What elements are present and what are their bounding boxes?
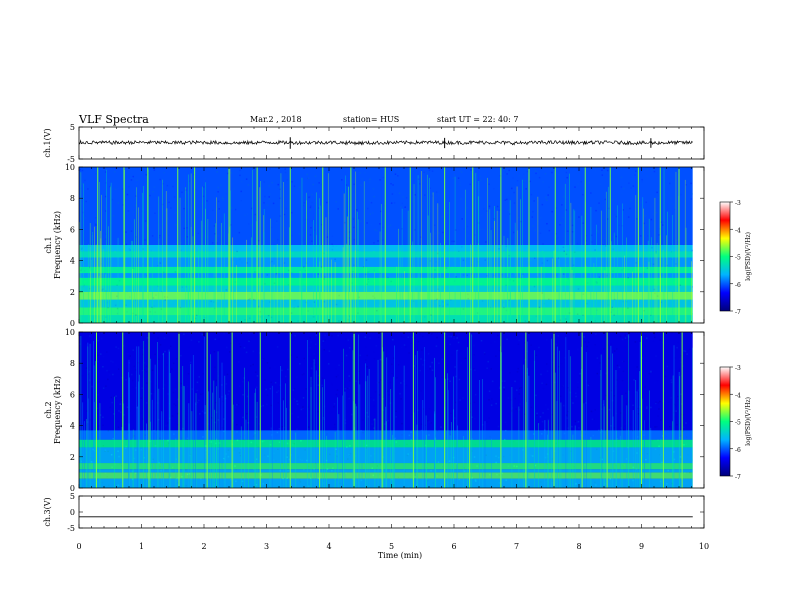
spectral-band [79, 285, 693, 292]
y-axis-label: ch.1 [44, 236, 53, 253]
spectral-band [79, 167, 693, 245]
no-data-region [692, 332, 704, 488]
y-axis-label: ch.3(V) [43, 497, 52, 526]
colorbar-label: log(PSD)(V²/Hz) [745, 397, 752, 446]
no-data-region [692, 167, 704, 323]
spectral-band [79, 266, 693, 274]
colorbar-tick-label: -4 [735, 227, 741, 234]
colorbar [719, 201, 731, 312]
y-tick-label: 4 [70, 257, 75, 266]
y-tick-label: 8 [70, 359, 75, 368]
y-tick-label: 0 [70, 484, 75, 493]
x-tick-label: 7 [514, 542, 519, 551]
y-tick-label: 5 [70, 123, 75, 132]
y-tick-label: 2 [70, 288, 75, 297]
colorbar-tick-label: -4 [735, 392, 741, 399]
x-tick-label: 6 [451, 542, 456, 551]
x-tick-label: 10 [699, 542, 709, 551]
colorbar-tick-label: -6 [735, 282, 741, 289]
x-tick-label: 2 [201, 542, 206, 551]
x-tick-label: 4 [326, 542, 331, 551]
y-tick-label: 0 [70, 508, 75, 517]
spectral-band [79, 307, 693, 316]
spectral-band [79, 277, 693, 286]
figure-title: VLF Spectra [79, 113, 149, 126]
y-tick-label: 5 [70, 492, 75, 501]
panel-frame [78, 126, 705, 160]
spectral-band [79, 315, 693, 323]
y-tick-label: 8 [70, 194, 75, 203]
ch2-spectrogram [79, 332, 704, 488]
spectral-band [79, 251, 693, 258]
y-axis-label: ch.2 [44, 401, 53, 418]
y-tick-label: 4 [70, 422, 75, 431]
x-tick-label: 5 [389, 542, 394, 551]
y-axis-label: Frequency (kHz) [53, 376, 62, 444]
y-tick-label: 2 [70, 453, 75, 462]
y-tick-label: 6 [70, 390, 75, 399]
colorbar [719, 366, 731, 477]
ch1-spectrogram [79, 167, 704, 323]
spectral-band [79, 245, 693, 252]
y-tick-label: 0 [70, 319, 75, 328]
y-axis-label: ch.1(V) [43, 128, 52, 157]
start-time-label: start UT = 22: 40: 7 [437, 115, 519, 124]
colorbar-tick-label: -7 [735, 309, 741, 316]
station-label: station= HUS [343, 115, 400, 124]
spectral-band [79, 291, 693, 300]
y-axis-label: Frequency (kHz) [53, 211, 62, 279]
colorbar-label: log(PSD)(V²/Hz) [745, 232, 752, 281]
spectral-band [79, 257, 693, 267]
y-tick-label: -5 [67, 524, 75, 533]
panel-frame [78, 495, 705, 529]
colorbar-tick-label: -6 [735, 447, 741, 454]
colorbar-tick-label: -5 [735, 420, 741, 427]
x-tick-label: 3 [264, 542, 269, 551]
colorbar-tick-label: -7 [735, 474, 741, 481]
x-tick-label: 1 [139, 542, 144, 551]
spectral-band [79, 299, 693, 308]
x-axis-label: Time (min) [378, 551, 422, 560]
colorbar-tick-label: -5 [735, 255, 741, 262]
y-tick-label: 6 [70, 225, 75, 234]
colorbar-tick-label: -3 [735, 365, 741, 372]
x-tick-label: 0 [76, 542, 81, 551]
y-tick-label: 10 [65, 328, 75, 337]
y-tick-label: -5 [67, 155, 75, 164]
x-tick-label: 9 [639, 542, 644, 551]
spectral-band [79, 273, 693, 278]
date-label: Mar.2 , 2018 [250, 115, 302, 124]
ch1-waveform-trace [78, 139, 693, 146]
y-tick-label: 10 [65, 163, 75, 172]
colorbar-tick-label: -3 [735, 200, 741, 207]
x-tick-label: 8 [576, 542, 581, 551]
